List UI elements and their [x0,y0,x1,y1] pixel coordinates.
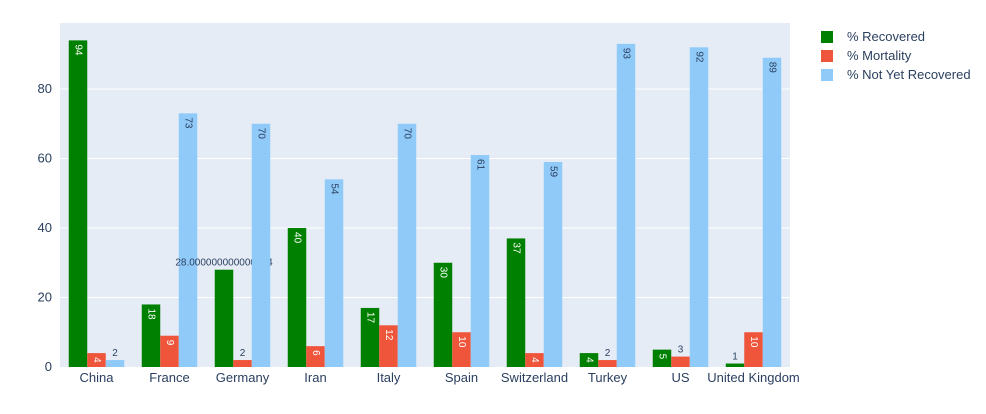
bar-not-yet-recovered-france[interactable] [178,113,198,367]
legend-swatch [821,50,833,62]
legend-item[interactable]: % Mortality [821,48,912,63]
bar-data-label: 40 [291,232,302,244]
x-tick-label: Switzerland [501,370,568,385]
bar-data-label: 2 [605,348,611,359]
x-tick-label: Germany [216,370,270,385]
legend-item[interactable]: % Not Yet Recovered [821,67,971,82]
bar-recovered-turkey[interactable] [579,353,599,367]
bar-data-label: 30 [437,267,448,279]
bar-data-label: 61 [474,159,485,171]
bar-recovered-spain[interactable] [433,262,453,367]
bar-recovered-germany[interactable] [214,269,234,367]
bar-data-label: 73 [182,117,193,129]
bar-data-label: 28.000000000000004 [175,258,273,269]
bar-mortality-turkey[interactable] [598,360,617,367]
x-tick-label: Spain [445,370,478,385]
x-tick-label: Italy [377,370,401,385]
bar-data-label: 10 [456,336,467,348]
bar-mortality-us[interactable] [671,356,690,367]
y-tick-label: 0 [45,359,52,374]
bar-data-label: 92 [693,51,704,63]
bar-recovered-switzerland[interactable] [506,238,526,367]
bar-not-yet-recovered-germany[interactable] [251,123,271,368]
y-axis: 0 20 40 60 80 [38,81,52,374]
bar-recovered-iran[interactable] [287,228,307,367]
bar-data-label: 54 [328,183,339,195]
bar-recovered-china[interactable] [68,40,88,367]
legend-label: % Mortality [847,48,912,63]
bar-not-yet-recovered-china[interactable] [105,360,125,367]
bar-data-label: 89 [766,62,777,74]
bars: 94421897328.0000000000000042704065417127… [68,40,782,368]
bar-data-label: 59 [547,166,558,178]
bar-data-label: 70 [401,128,412,140]
bar-data-label: 6 [310,350,321,356]
x-tick-label: China [80,370,115,385]
bar-data-label: 37 [510,242,521,254]
bar-recovered-united-kingdom[interactable] [725,363,745,367]
bar-not-yet-recovered-switzerland[interactable] [543,161,563,367]
bar-not-yet-recovered-spain[interactable] [470,155,490,367]
bar-not-yet-recovered-turkey[interactable] [616,43,636,368]
y-tick-label: 60 [38,151,52,166]
legend-item[interactable]: % Recovered [821,29,925,44]
bar-data-label: 1 [732,352,738,363]
bar-mortality-switzerland[interactable] [525,353,544,367]
bar-mortality-germany[interactable] [233,360,252,367]
bar-data-label: 4 [529,357,540,363]
y-tick-label: 80 [38,81,52,96]
bar-mortality-france[interactable] [160,335,179,367]
bar-not-yet-recovered-united-kingdom[interactable] [762,57,782,368]
bar-data-label: 70 [255,128,266,140]
bar-data-label: 4 [91,357,102,363]
bar-recovered-us[interactable] [652,349,672,367]
bar-not-yet-recovered-italy[interactable] [397,123,417,368]
bar-mortality-spain[interactable] [452,332,471,367]
bar-not-yet-recovered-us[interactable] [689,47,709,367]
bar-not-yet-recovered-iran[interactable] [324,179,344,367]
x-axis: China France Germany Iran Italy Spain Switzerl… [80,370,800,385]
legend-swatch [821,31,833,43]
bar-data-label: 94 [72,44,83,56]
bar-mortality-united-kingdom[interactable] [744,332,763,367]
bar-recovered-france[interactable] [141,304,161,367]
bar-data-label: 18 [145,308,156,320]
y-tick-label: 20 [38,290,52,305]
bar-data-label: 2 [240,348,246,359]
x-tick-label: Turkey [588,370,628,385]
bar-data-label: 5 [656,354,667,360]
legend-swatch [821,69,833,81]
x-tick-label: US [671,370,689,385]
bar-data-label: 10 [748,336,759,348]
plot-area [60,23,790,367]
y-tick-label: 40 [38,220,52,235]
bar-data-label: 2 [112,348,118,359]
bar-mortality-iran[interactable] [306,346,325,367]
x-tick-label: France [149,370,189,385]
bar-recovered-italy[interactable] [360,307,380,367]
legend[interactable]: % Recovered % Mortality % Not Yet Recovere… [821,29,971,82]
legend-label: % Not Yet Recovered [847,67,971,82]
bar-data-label: 9 [164,340,175,346]
x-tick-label: Iran [304,370,326,385]
bar-data-label: 4 [583,357,594,363]
bar-data-label: 12 [383,329,394,341]
bar-data-label: 17 [364,312,375,324]
bar-mortality-china[interactable] [87,353,106,367]
bar-data-label: 93 [620,48,631,60]
bar-data-label: 3 [678,345,684,356]
bar-mortality-italy[interactable] [379,325,398,367]
x-tick-label: United Kingdom [707,370,800,385]
legend-label: % Recovered [847,29,925,44]
